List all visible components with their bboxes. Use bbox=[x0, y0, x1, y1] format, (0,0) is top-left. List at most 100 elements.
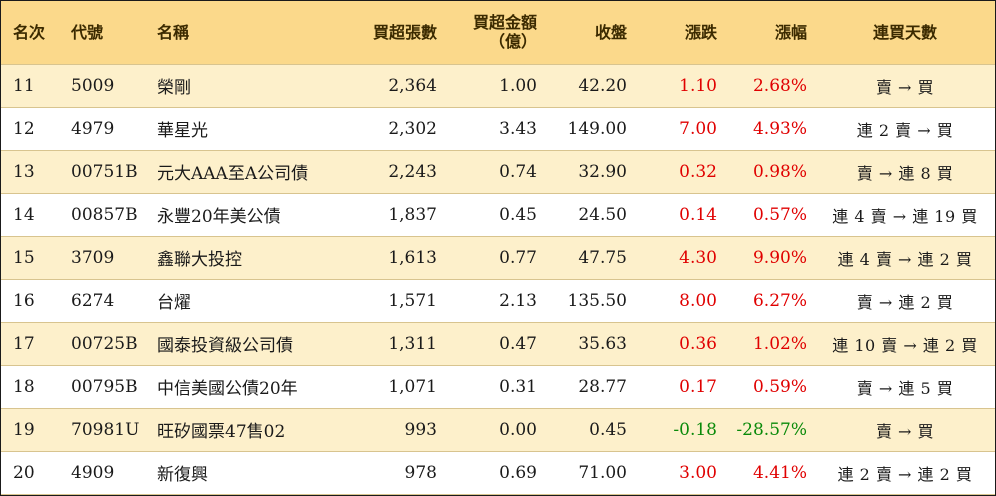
cell-streak: 賣 → 連 2 買 bbox=[856, 292, 954, 312]
table-body: 11 5009 榮剛 2,364 1.00 42.20 1.10 2.68% 賣 → 買 12 49… bbox=[1, 64, 995, 494]
header-streak: 連買天數 bbox=[872, 22, 937, 42]
cell-rank: 17 bbox=[13, 333, 35, 354]
cell-close: 135.50 bbox=[567, 290, 627, 311]
cell-change-pct: 1.02% bbox=[752, 333, 807, 354]
header-change-pct: 漲幅 bbox=[774, 22, 807, 42]
header-change: 漲跌 bbox=[684, 22, 717, 42]
table-row[interactable]: 13 00751B 元大AAA至A公司債 2,243 0.74 32.90 0.32 0.98… bbox=[1, 150, 995, 193]
header-net-buy-amount-title: 買超金額 bbox=[472, 13, 537, 33]
cell-name: 鑫聯大投控 bbox=[157, 250, 242, 270]
cell-close: 32.90 bbox=[578, 161, 627, 182]
cell-net-buy-lots: 1,837 bbox=[388, 204, 437, 225]
cell-net-buy-amount: 0.74 bbox=[499, 161, 537, 182]
table-row[interactable]: 12 4979 華星光 2,302 3.43 149.00 7.00 4.93% 連 2 賣 →… bbox=[1, 107, 995, 150]
header-close: 收盤 bbox=[594, 22, 627, 42]
header-net-buy-amount: 買超金額 （億） bbox=[445, 1, 545, 64]
cell-code: 00725B bbox=[71, 333, 138, 354]
cell-name: 永豐20年美公債 bbox=[157, 207, 281, 227]
cell-name: 華星光 bbox=[157, 121, 208, 141]
table-row[interactable]: 17 00725B 國泰投資級公司債 1,311 0.47 35.63 0.36 1.02% 連… bbox=[1, 322, 995, 365]
cell-change: 4.30 bbox=[679, 247, 717, 268]
cell-streak: 連 4 賣 → 連 2 買 bbox=[837, 249, 973, 269]
cell-streak: 連 2 賣 → 買 bbox=[856, 120, 954, 140]
cell-code: 3709 bbox=[71, 247, 115, 268]
cell-change-pct: 6.27% bbox=[752, 290, 807, 311]
cell-rank: 18 bbox=[13, 376, 35, 397]
cell-code: 4909 bbox=[71, 462, 115, 483]
cell-net-buy-amount: 0.77 bbox=[499, 247, 537, 268]
cell-change-pct: 9.90% bbox=[752, 247, 807, 268]
cell-change-pct: 4.93% bbox=[752, 118, 807, 139]
cell-name: 旺矽國票47售02 bbox=[157, 422, 286, 442]
cell-rank: 15 bbox=[13, 247, 35, 268]
header-net-buy-amount-unit: （億） bbox=[488, 32, 537, 52]
table-header-row: 名次 代號 名稱 買超張數 買超金額 （億） 收盤 漲跌 漲幅 連買天數 bbox=[1, 1, 995, 64]
header-code: 代號 bbox=[71, 22, 104, 42]
cell-code: 4979 bbox=[71, 118, 115, 139]
cell-close: 0.45 bbox=[589, 419, 627, 440]
cell-rank: 12 bbox=[13, 118, 35, 139]
cell-change: 8.00 bbox=[679, 290, 717, 311]
header-name: 名稱 bbox=[157, 22, 190, 42]
header-rank: 名次 bbox=[13, 22, 46, 42]
cell-net-buy-lots: 2,364 bbox=[388, 75, 437, 96]
cell-change: 1.10 bbox=[679, 75, 717, 96]
table-row[interactable]: 15 3709 鑫聯大投控 1,613 0.77 47.75 4.30 9.90% 連 4 賣 … bbox=[1, 236, 995, 279]
cell-rank: 13 bbox=[13, 161, 35, 182]
cell-streak: 連 2 賣 → 連 2 買 bbox=[837, 464, 973, 484]
cell-name: 新復興 bbox=[157, 465, 208, 485]
cell-net-buy-lots: 978 bbox=[404, 462, 437, 483]
cell-change: -0.18 bbox=[673, 419, 717, 440]
cell-net-buy-lots: 1,311 bbox=[388, 333, 437, 354]
cell-close: 149.00 bbox=[567, 118, 627, 139]
table-row[interactable]: 19 70981U 旺矽國票47售02 993 0.00 0.45 -0.18 -28.57%… bbox=[1, 408, 995, 451]
table-row[interactable]: 16 6274 台燿 1,571 2.13 135.50 8.00 6.27% 賣 → 連 2 … bbox=[1, 279, 995, 322]
cell-change: 7.00 bbox=[679, 118, 717, 139]
cell-streak: 賣 → 連 8 買 bbox=[856, 163, 954, 183]
cell-name: 國泰投資級公司債 bbox=[157, 336, 293, 356]
table-row[interactable]: 20 4909 新復興 978 0.69 71.00 3.00 4.41% 連 2 賣 → 連 … bbox=[1, 451, 995, 494]
table-row[interactable]: 18 00795B 中信美國公債20年 1,071 0.31 28.77 0.17 0.59%… bbox=[1, 365, 995, 408]
cell-change-pct: 0.59% bbox=[752, 376, 807, 397]
cell-name: 元大AAA至A公司債 bbox=[157, 164, 309, 184]
cell-change-pct: -28.57% bbox=[736, 419, 807, 440]
cell-code: 70981U bbox=[71, 419, 140, 440]
cell-close: 71.00 bbox=[578, 462, 627, 483]
cell-code: 00795B bbox=[71, 376, 138, 397]
cell-name: 榮剛 bbox=[157, 78, 191, 98]
cell-change: 3.00 bbox=[679, 462, 717, 483]
cell-rank: 19 bbox=[13, 419, 35, 440]
cell-rank: 14 bbox=[13, 204, 35, 225]
cell-net-buy-amount: 0.69 bbox=[499, 462, 537, 483]
cell-net-buy-lots: 1,613 bbox=[388, 247, 437, 268]
cell-net-buy-lots: 1,071 bbox=[388, 376, 437, 397]
cell-net-buy-lots: 2,243 bbox=[388, 161, 437, 182]
cell-change-pct: 4.41% bbox=[752, 462, 807, 483]
cell-rank: 11 bbox=[13, 75, 35, 96]
cell-net-buy-amount: 1.00 bbox=[499, 75, 537, 96]
cell-net-buy-lots: 1,571 bbox=[388, 290, 437, 311]
cell-change-pct: 2.68% bbox=[752, 75, 807, 96]
cell-name: 台燿 bbox=[157, 293, 191, 313]
cell-net-buy-amount: 2.13 bbox=[499, 290, 537, 311]
table-row[interactable]: 14 00857B 永豐20年美公債 1,837 0.45 24.50 0.14 0.57% 連… bbox=[1, 193, 995, 236]
cell-code: 00857B bbox=[71, 204, 138, 225]
cell-streak: 賣 → 買 bbox=[875, 421, 935, 441]
table-row[interactable]: 11 5009 榮剛 2,364 1.00 42.20 1.10 2.68% 賣 → 買 bbox=[1, 64, 995, 107]
cell-change-pct: 0.57% bbox=[752, 204, 807, 225]
cell-change: 0.14 bbox=[679, 204, 717, 225]
cell-code: 6274 bbox=[71, 290, 115, 311]
cell-code: 5009 bbox=[71, 75, 115, 96]
cell-close: 42.20 bbox=[578, 75, 627, 96]
cell-close: 35.63 bbox=[578, 333, 627, 354]
cell-streak: 連 10 賣 → 連 2 買 bbox=[832, 335, 978, 355]
cell-close: 24.50 bbox=[578, 204, 627, 225]
cell-streak: 賣 → 買 bbox=[875, 77, 935, 97]
cell-change: 0.32 bbox=[679, 161, 717, 182]
cell-change: 0.17 bbox=[679, 376, 717, 397]
cell-net-buy-amount: 0.00 bbox=[499, 419, 537, 440]
cell-streak: 連 4 賣 → 連 19 買 bbox=[832, 206, 978, 226]
cell-net-buy-amount: 0.47 bbox=[499, 333, 537, 354]
cell-close: 47.75 bbox=[578, 247, 627, 268]
